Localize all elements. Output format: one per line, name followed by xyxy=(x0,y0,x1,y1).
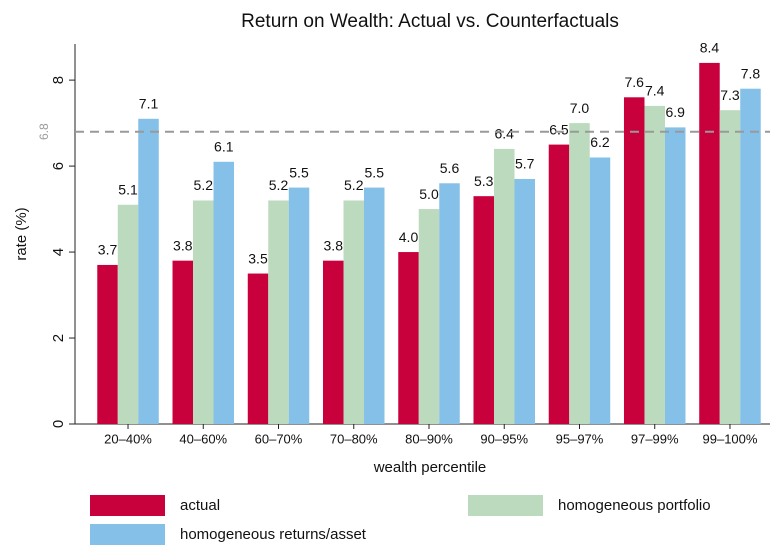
value-label: 6.1 xyxy=(214,138,234,154)
bar xyxy=(418,209,440,424)
y-tick-label: 0 xyxy=(50,420,67,428)
value-label: 6.2 xyxy=(590,134,610,150)
value-label: 5.6 xyxy=(440,160,460,176)
value-label: 3.5 xyxy=(248,250,268,266)
x-tick-label: 60–70% xyxy=(255,431,303,446)
bar xyxy=(569,123,590,424)
bar xyxy=(288,187,310,424)
bar xyxy=(97,264,118,424)
value-label: 5.0 xyxy=(419,186,439,202)
legend-swatch xyxy=(468,495,543,516)
value-label: 6.4 xyxy=(495,126,515,142)
x-tick-label: 97–99% xyxy=(631,431,679,446)
legend-label: actual xyxy=(180,497,220,514)
legend-label: homogeneous returns/asset xyxy=(180,526,367,543)
x-tick-label: 70–80% xyxy=(330,431,378,446)
value-label: 5.2 xyxy=(344,177,364,193)
x-tick-label: 80–90% xyxy=(405,431,453,446)
legend-swatch xyxy=(90,524,165,545)
value-label: 7.1 xyxy=(139,95,159,111)
value-label: 5.1 xyxy=(118,181,138,197)
bar xyxy=(644,105,665,424)
value-label: 7.4 xyxy=(645,83,665,99)
bar xyxy=(138,118,159,424)
reference-label: 6.8 xyxy=(37,123,51,140)
value-label: 5.2 xyxy=(194,177,214,193)
x-tick-label: 99–100% xyxy=(703,431,758,446)
bar xyxy=(323,260,344,424)
bar xyxy=(473,196,494,424)
x-tick-label: 95–97% xyxy=(556,431,604,446)
value-label: 5.2 xyxy=(269,177,289,193)
value-label: 5.5 xyxy=(365,164,385,180)
value-label: 5.7 xyxy=(515,156,535,172)
bar xyxy=(548,144,570,424)
y-tick-label: 6 xyxy=(50,162,67,170)
y-tick-label: 2 xyxy=(50,334,67,342)
x-tick-label: 20–40% xyxy=(104,431,152,446)
value-label: 3.8 xyxy=(173,237,193,253)
bar xyxy=(117,204,139,424)
value-label: 8.4 xyxy=(700,40,720,56)
bar xyxy=(268,200,289,424)
bar xyxy=(493,148,515,424)
y-tick-label: 8 xyxy=(50,76,67,84)
bar xyxy=(193,200,214,424)
bar xyxy=(740,88,761,425)
value-label: 5.3 xyxy=(474,173,494,189)
bar xyxy=(439,183,460,424)
bar xyxy=(623,97,645,425)
bar xyxy=(364,187,385,424)
bar xyxy=(719,110,741,424)
value-label: 7.3 xyxy=(720,87,740,103)
bar xyxy=(398,252,419,424)
bar xyxy=(514,178,535,424)
y-tick-label: 4 xyxy=(50,248,67,256)
value-label: 7.0 xyxy=(570,100,590,116)
x-axis-label: wealth percentile xyxy=(373,459,487,476)
value-label: 6.5 xyxy=(549,121,569,137)
value-label: 7.8 xyxy=(741,65,761,81)
value-label: 3.7 xyxy=(98,242,118,258)
y-axis-label: rate (%) xyxy=(13,207,30,260)
chart-title: Return on Wealth: Actual vs. Counterfact… xyxy=(241,11,619,32)
bar xyxy=(247,273,269,424)
value-label: 6.9 xyxy=(665,104,685,120)
value-label: 3.8 xyxy=(324,237,344,253)
bar xyxy=(664,127,686,424)
bar xyxy=(343,200,365,424)
x-tick-label: 40–60% xyxy=(179,431,227,446)
value-label: 5.5 xyxy=(289,164,309,180)
bar xyxy=(172,260,194,424)
legend-label: homogeneous portfolio xyxy=(558,497,711,514)
bar xyxy=(213,161,235,424)
value-label: 4.0 xyxy=(399,229,419,245)
value-label: 7.6 xyxy=(624,74,644,90)
x-tick-label: 90–95% xyxy=(480,431,528,446)
bar xyxy=(589,157,611,424)
bar xyxy=(699,62,720,424)
legend-swatch xyxy=(90,495,165,516)
